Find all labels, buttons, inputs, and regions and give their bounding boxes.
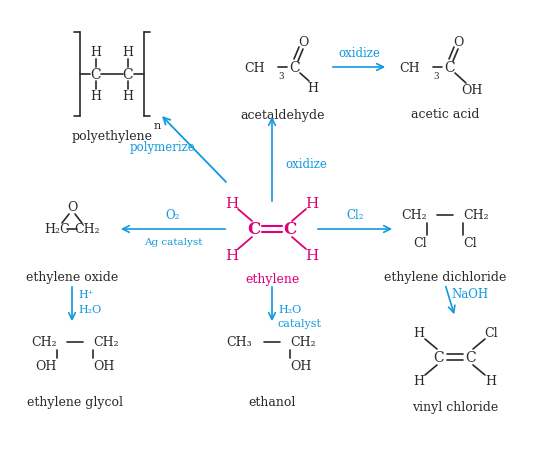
- Text: polyethylene: polyethylene: [71, 130, 153, 143]
- Text: H: H: [226, 248, 239, 263]
- Text: CH₂: CH₂: [401, 209, 427, 222]
- Text: H⁺: H⁺: [78, 289, 94, 299]
- Text: NaOH: NaOH: [451, 288, 488, 301]
- Text: oxidize: oxidize: [285, 158, 327, 171]
- Text: polymerize: polymerize: [129, 141, 195, 154]
- Text: CH: CH: [399, 62, 420, 74]
- Text: C: C: [434, 350, 444, 364]
- Text: H: H: [414, 375, 425, 388]
- Text: acetaldehyde: acetaldehyde: [241, 108, 325, 121]
- Text: C: C: [465, 350, 476, 364]
- Text: H: H: [305, 248, 319, 263]
- Text: OH: OH: [461, 84, 483, 96]
- Text: OH: OH: [290, 360, 311, 373]
- Text: ethylene oxide: ethylene oxide: [26, 271, 118, 284]
- Text: 3: 3: [433, 72, 439, 81]
- Text: O₂: O₂: [166, 208, 180, 222]
- Text: ethylene: ethylene: [245, 273, 299, 286]
- Text: CH₂: CH₂: [74, 223, 100, 236]
- Text: C: C: [283, 221, 296, 238]
- Text: H: H: [414, 327, 425, 340]
- Text: acetic acid: acetic acid: [411, 108, 479, 121]
- Text: ethylene glycol: ethylene glycol: [27, 396, 123, 409]
- Text: Cl: Cl: [413, 237, 427, 250]
- Text: H: H: [90, 90, 101, 103]
- Text: C: C: [123, 68, 134, 82]
- Text: O: O: [67, 201, 77, 214]
- Text: H: H: [123, 90, 134, 103]
- Text: n: n: [154, 121, 161, 131]
- Text: OH: OH: [35, 360, 57, 373]
- Text: OH: OH: [93, 360, 114, 373]
- Text: C: C: [445, 61, 455, 75]
- Text: CH: CH: [244, 62, 265, 74]
- Text: ethanol: ethanol: [249, 396, 296, 409]
- Text: H₂C: H₂C: [44, 223, 70, 236]
- Text: CH₂: CH₂: [93, 336, 119, 349]
- Text: vinyl chloride: vinyl chloride: [412, 401, 498, 414]
- Text: H₂O: H₂O: [278, 304, 301, 314]
- Text: catalyst: catalyst: [278, 318, 322, 328]
- Text: 3: 3: [278, 72, 283, 81]
- Text: H: H: [307, 81, 318, 94]
- Text: CH₂: CH₂: [463, 209, 489, 222]
- Text: CH₃: CH₃: [226, 336, 252, 349]
- Text: H: H: [123, 46, 134, 59]
- Text: oxidize: oxidize: [338, 47, 380, 60]
- Text: Cl: Cl: [484, 327, 498, 340]
- Text: CH₂: CH₂: [32, 336, 57, 349]
- Text: O: O: [298, 35, 308, 48]
- Text: Cl₂: Cl₂: [346, 208, 364, 222]
- Text: ethylene dichloride: ethylene dichloride: [384, 271, 506, 284]
- Text: C: C: [90, 68, 101, 82]
- Text: Cl: Cl: [463, 237, 477, 250]
- Text: C: C: [290, 61, 300, 75]
- Text: CH₂: CH₂: [290, 336, 316, 349]
- Text: H: H: [486, 375, 496, 388]
- Text: C: C: [247, 221, 261, 238]
- Text: H₂O: H₂O: [78, 304, 101, 314]
- Text: H: H: [90, 46, 101, 59]
- Text: H: H: [305, 196, 319, 211]
- Text: H: H: [226, 196, 239, 211]
- Text: Ag catalyst: Ag catalyst: [144, 237, 202, 246]
- Text: O: O: [453, 35, 463, 48]
